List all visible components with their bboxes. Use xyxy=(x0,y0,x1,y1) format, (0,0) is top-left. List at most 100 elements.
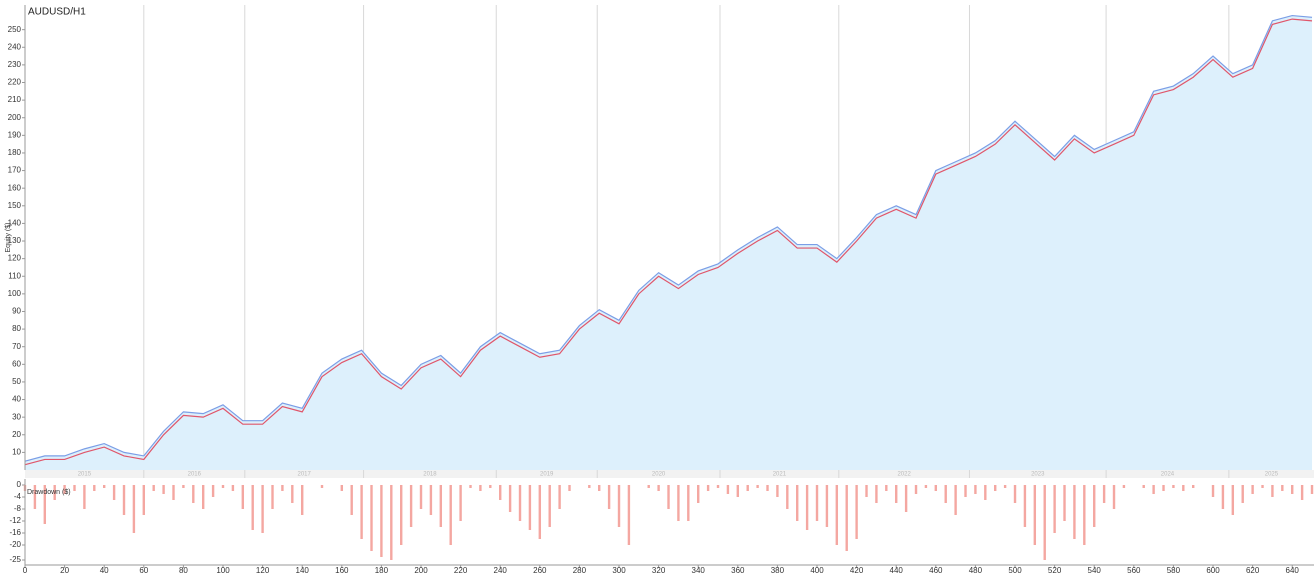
y-tick-label: 40 xyxy=(12,395,21,404)
y-tick-label: 60 xyxy=(12,359,21,368)
drawdown-bar xyxy=(1142,485,1145,488)
x-tick-label: 280 xyxy=(573,566,587,575)
drawdown-bar xyxy=(588,485,591,488)
y-tick-label: 210 xyxy=(8,95,22,104)
y-tick-label: 70 xyxy=(12,342,21,351)
drawdown-bar xyxy=(697,485,700,503)
x-tick-label: 140 xyxy=(296,566,310,575)
year-label: 2024 xyxy=(1161,472,1175,478)
drawdown-bar xyxy=(984,485,987,500)
x-tick-label: 180 xyxy=(375,566,389,575)
drawdown-bar xyxy=(835,485,839,545)
drawdown-bar xyxy=(301,485,304,515)
drawdown-bar xyxy=(1102,485,1106,503)
drawdown-bar xyxy=(142,485,146,515)
drawdown-bar xyxy=(1211,485,1215,497)
y-tick-label: 220 xyxy=(8,78,22,87)
drawdown-bar xyxy=(736,485,740,497)
y-tick-label: 240 xyxy=(8,42,22,51)
drawdown-bar xyxy=(657,485,660,491)
drawdown-bar xyxy=(1073,485,1076,539)
x-tick-label: 620 xyxy=(1246,566,1260,575)
drawdown-bar xyxy=(439,485,443,527)
drawdown-bar xyxy=(855,485,858,539)
drawdown-bar xyxy=(1281,485,1284,491)
drawdown-bar xyxy=(291,485,294,503)
y-tick-label: 50 xyxy=(12,377,21,386)
x-tick-label: 0 xyxy=(23,566,28,575)
year-label: 2017 xyxy=(298,472,312,478)
drawdown-bar xyxy=(885,485,888,491)
drawdown-bar xyxy=(63,485,66,494)
drawdown-bar xyxy=(1033,485,1037,545)
y-tick-label: -12 xyxy=(9,516,21,525)
drawdown-bar xyxy=(944,485,947,503)
x-tick-label: 20 xyxy=(60,566,69,575)
year-label: 2016 xyxy=(188,472,202,478)
x-tick-label: 600 xyxy=(1206,566,1220,575)
x-tick-label: 400 xyxy=(810,566,824,575)
y-tick-label: 170 xyxy=(8,166,22,175)
y-tick-label: 80 xyxy=(12,324,21,333)
y-tick-label: 10 xyxy=(12,447,21,456)
series-line xyxy=(24,18,1313,466)
drawdown-bar xyxy=(568,485,571,491)
drawdown-bar xyxy=(1291,485,1294,494)
y-tick-label: 180 xyxy=(8,148,22,157)
x-tick-label: 240 xyxy=(494,566,508,575)
drawdown-bar xyxy=(805,485,809,530)
drawdown-bar xyxy=(776,485,779,497)
drawdown-bar xyxy=(370,485,373,551)
drawdown-bar xyxy=(122,485,126,515)
drawdown-bar xyxy=(716,485,720,488)
drawdown-bar xyxy=(93,485,96,491)
year-label: 2025 xyxy=(1265,472,1279,478)
y-tick-label: -16 xyxy=(9,528,21,537)
x-tick-label: 560 xyxy=(1127,566,1141,575)
drawdown-bar xyxy=(865,485,868,497)
drawdown-bar xyxy=(112,485,116,500)
x-tick-label: 40 xyxy=(100,566,109,575)
x-tick-label: 640 xyxy=(1286,566,1300,575)
drawdown-bar xyxy=(607,485,611,509)
drawdown-bar xyxy=(1261,485,1264,488)
x-tick-label: 320 xyxy=(652,566,666,575)
drawdown-bar xyxy=(469,485,472,488)
drawdown-bar xyxy=(449,485,452,545)
drawdown-bar xyxy=(1093,485,1096,527)
drawdown-bar xyxy=(271,485,274,509)
y-tick-label: 190 xyxy=(8,130,22,139)
drawdown-bar xyxy=(1122,485,1126,488)
y-tick-label: -25 xyxy=(9,555,21,564)
drawdown-bar xyxy=(1182,485,1185,491)
y-tick-label: 110 xyxy=(8,271,21,280)
drawdown-bar xyxy=(518,485,522,521)
y-tick-label: 230 xyxy=(8,60,22,69)
drawdown-bar xyxy=(904,485,908,512)
x-tick-label: 500 xyxy=(1008,566,1022,575)
y-tick-label: -4 xyxy=(14,492,22,501)
drawdown-bar xyxy=(1271,485,1274,497)
drawdown-bar xyxy=(261,485,264,533)
x-tick-label: 60 xyxy=(139,566,148,575)
drawdown-bar xyxy=(706,485,710,491)
x-tick-label: 380 xyxy=(771,566,785,575)
drawdown-bar xyxy=(796,485,799,521)
x-tick-label: 100 xyxy=(216,566,230,575)
drawdown-bar xyxy=(231,485,235,491)
drawdown-bar xyxy=(350,485,353,515)
drawdown-bar xyxy=(132,485,136,533)
drawdown-bar xyxy=(73,485,76,491)
drawdown-bar xyxy=(964,485,967,497)
year-label: 2019 xyxy=(540,472,554,478)
drawdown-bar xyxy=(627,485,631,545)
drawdown-bar xyxy=(786,485,789,509)
y-tick-label: 130 xyxy=(8,236,22,245)
drawdown-bar xyxy=(825,485,829,527)
drawdown-bar xyxy=(1063,485,1066,521)
x-tick-label: 260 xyxy=(533,566,547,575)
y-tick-label: -20 xyxy=(9,540,21,549)
drawdown-bar xyxy=(152,485,155,491)
drawdown-bar xyxy=(53,485,56,500)
